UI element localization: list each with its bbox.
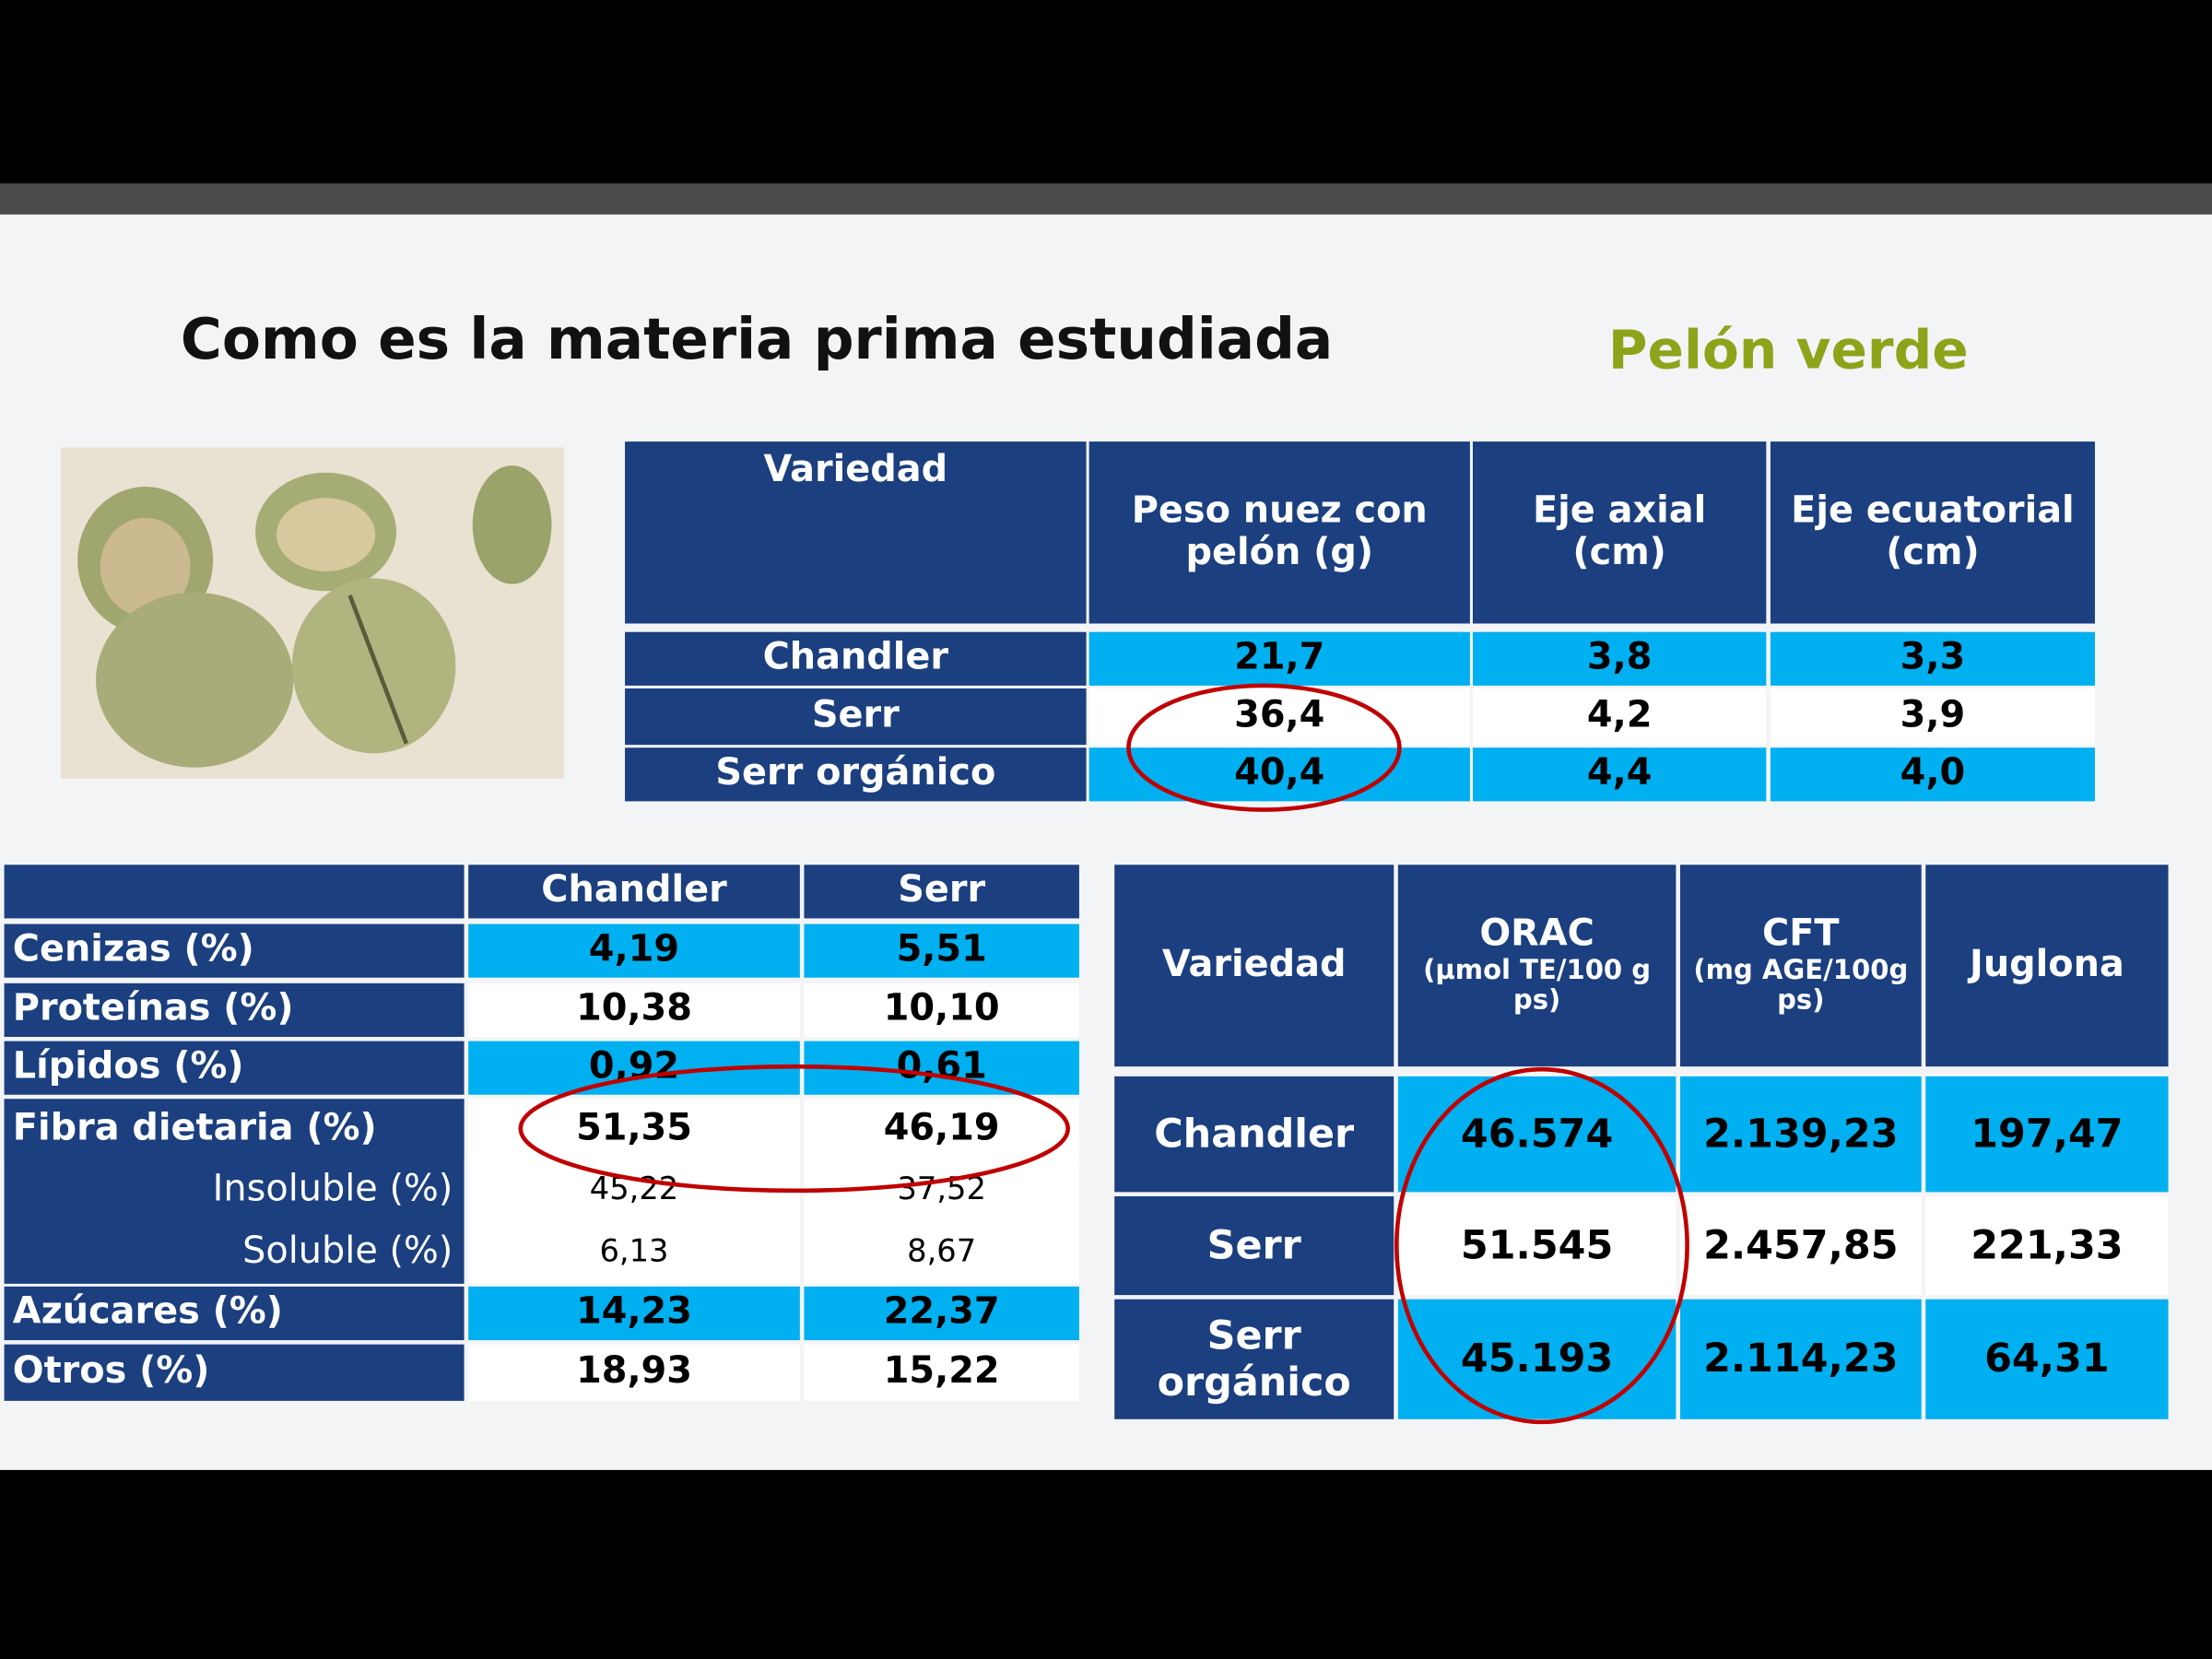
table-cell: 46,19 [804,1099,1079,1161]
row-label: Azúcares (%) [4,1286,465,1341]
table-cell: 45.193 [1397,1299,1677,1419]
highlight [1126,683,1402,812]
table-cell: 2.139,23 [1679,1076,1922,1193]
row-label: Chandler [1114,1076,1394,1193]
row-label: Serr orgánico [625,747,1087,802]
header-cell: Variedad [1114,865,1394,1067]
header-cell: CFT (mg AGE/100g ps) [1679,865,1922,1067]
table-cell: 3,8 [1472,631,1767,686]
row-label: Soluble (%) [242,1230,453,1272]
table-cell: 4,19 [468,924,800,978]
header-cell: Variedad [625,441,1087,624]
row-label: Otros (%) [4,1344,465,1401]
table-cell: 64,31 [1925,1299,2169,1419]
header-title: Variedad [1161,943,1347,986]
highlight [1394,1066,1689,1425]
header-cell [4,865,465,919]
table-cell: 4,4 [1472,747,1767,802]
table-cell: 4,0 [1770,747,2095,802]
row-label: Proteínas (%) [4,982,465,1037]
row-label: Chandler [625,631,1087,686]
header-title: ORAC [1479,912,1594,955]
table-cell: 3,9 [1770,688,2095,746]
row-label: Lípidos (%) [4,1041,465,1095]
table-cell: 36,4 [1088,688,1470,746]
table-cell: 4,2 [1472,688,1767,746]
header-cell: Eje axial (cm) [1472,441,1767,624]
toolbar-strip [0,182,2212,215]
table-cell: 5,51 [804,924,1079,978]
table-cell: 6,13 [468,1219,800,1284]
table-cell: 14,23 [468,1286,800,1341]
table-cell: 18,93 [468,1344,800,1401]
header-title: CFT [1762,912,1840,955]
header-title: Juglona [1970,943,2124,986]
table-cell: 8,67 [804,1219,1079,1284]
header-cell: ORAC (µmol TE/100 g ps) [1397,865,1677,1067]
table-cell: 46.574 [1397,1076,1677,1193]
row-label: Insoluble (%) [212,1168,453,1211]
header-cell: Serr [804,865,1079,919]
nut-photo [60,447,565,779]
slide-title: Como es la materia prima estudiada [180,307,1334,373]
table-cell: 51,35 [468,1099,800,1161]
table-cell: 197,47 [1925,1076,2169,1193]
header-unit: (mg AGE/100g ps) [1693,954,1909,1017]
table-cell: 10,38 [468,982,800,1037]
table-cell: 22,37 [804,1286,1079,1341]
table-cell: 40,4 [1088,747,1470,802]
header-cell: Peso nuez con pelón (g) [1088,441,1470,624]
table-cell: 2.457,85 [1679,1195,1922,1296]
header-cell: Juglona [1925,865,2169,1067]
row-label: Serr [1114,1195,1394,1296]
row-label: Cenizas (%) [4,924,465,978]
table-cell: 10,10 [804,982,1079,1037]
row-label: Serr [625,688,1087,746]
table-cell: 21,7 [1088,631,1470,686]
row-label: Fibra dietaria (%) [4,1099,465,1161]
header-cell: Chandler [468,865,800,919]
highlight [518,1064,1070,1194]
header-unit: (µmol TE/100 g ps) [1423,954,1652,1017]
table-cell: 51.545 [1397,1195,1677,1296]
header-cell: Eje ecuatorial (cm) [1770,441,2095,624]
table-cell: 2.114,23 [1679,1299,1922,1419]
table-cell: 3,3 [1770,631,2095,686]
row-label: Serr orgánico [1114,1299,1394,1419]
slide-subtitle: Pelón verde [1607,318,1969,382]
table-cell: 221,33 [1925,1195,2169,1296]
table-cell: 15,22 [804,1344,1079,1401]
